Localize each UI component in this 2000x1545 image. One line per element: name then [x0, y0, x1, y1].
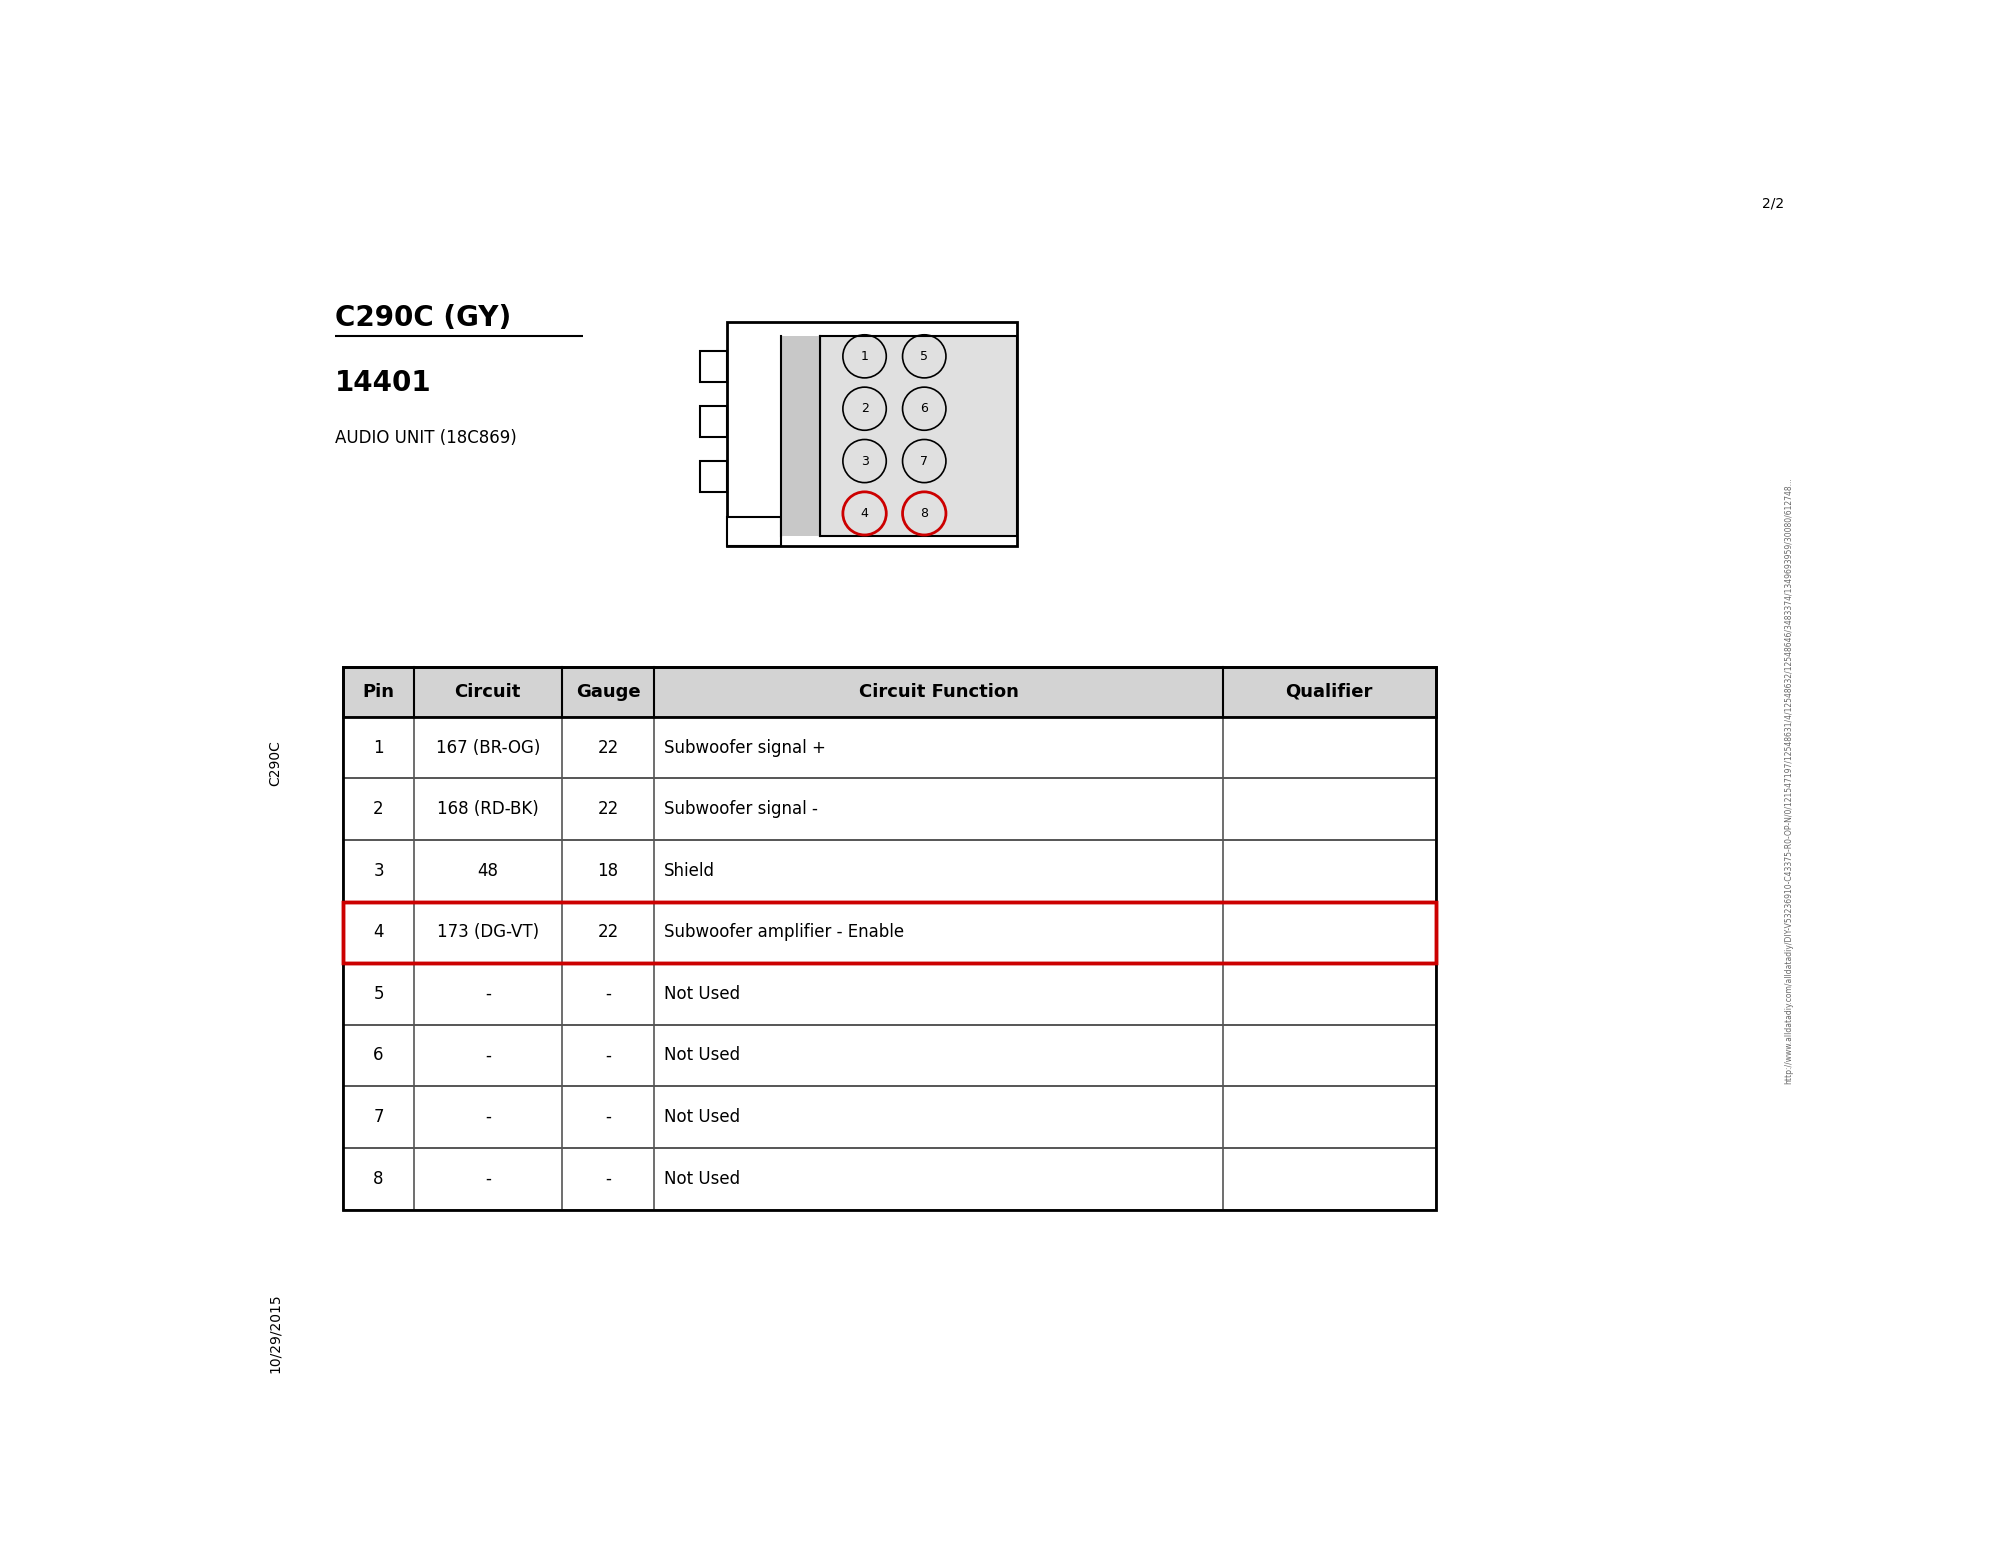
Text: 18: 18	[598, 862, 618, 879]
Text: -: -	[484, 1046, 490, 1065]
Text: 5: 5	[374, 984, 384, 1003]
Text: Circuit Function: Circuit Function	[858, 683, 1018, 701]
Text: AUDIO UNIT (18C869): AUDIO UNIT (18C869)	[336, 430, 516, 447]
Text: 8: 8	[920, 507, 928, 521]
Bar	[726, 516, 780, 545]
Text: Circuit: Circuit	[454, 683, 520, 701]
Bar	[820, 335, 1018, 536]
Text: -: -	[606, 1046, 610, 1065]
Bar	[344, 963, 1436, 1024]
Text: 14401: 14401	[336, 369, 432, 397]
Text: Not Used: Not Used	[664, 1108, 740, 1126]
Text: Qualifier: Qualifier	[1286, 683, 1372, 701]
Text: 5: 5	[920, 349, 928, 363]
Bar	[344, 666, 1436, 717]
Bar	[344, 901, 1436, 963]
Text: Pin: Pin	[362, 683, 394, 701]
Text: Subwoofer amplifier - Enable: Subwoofer amplifier - Enable	[664, 924, 904, 941]
Bar	[700, 460, 726, 491]
Text: 7: 7	[920, 454, 928, 468]
Text: 4: 4	[374, 924, 384, 941]
Text: C290C: C290C	[268, 740, 282, 786]
Text: 2: 2	[860, 402, 868, 416]
Bar	[700, 351, 726, 382]
Text: 2: 2	[374, 800, 384, 819]
Text: 22: 22	[598, 924, 618, 941]
Text: 1: 1	[860, 349, 868, 363]
Text: Not Used: Not Used	[664, 1170, 740, 1188]
Bar	[700, 406, 726, 437]
Text: 167 (BR-OG): 167 (BR-OG)	[436, 739, 540, 757]
Text: 3: 3	[374, 862, 384, 879]
Bar	[344, 840, 1436, 901]
Text: 8: 8	[374, 1170, 384, 1188]
Text: Not Used: Not Used	[664, 1046, 740, 1065]
Text: -: -	[484, 1170, 490, 1188]
Text: 1: 1	[374, 739, 384, 757]
Text: http://www.alldatadiy.com/alldatadiy/DIY-V53236910-C43375-R0-OP-N/0/121547197/12: http://www.alldatadiy.com/alldatadiy/DIY…	[1784, 477, 1792, 1083]
Text: 7: 7	[374, 1108, 384, 1126]
Bar	[344, 1086, 1436, 1148]
Bar	[344, 1024, 1436, 1086]
Bar	[344, 717, 1436, 779]
Text: -: -	[606, 1108, 610, 1126]
Text: 2/2: 2/2	[1762, 196, 1784, 212]
Text: 6: 6	[920, 402, 928, 416]
Bar	[726, 323, 1018, 545]
Text: 6: 6	[374, 1046, 384, 1065]
Text: 22: 22	[598, 739, 618, 757]
Bar	[344, 901, 1436, 963]
Text: Shield: Shield	[664, 862, 714, 879]
Text: 168 (RD-BK): 168 (RD-BK)	[436, 800, 538, 819]
Bar	[344, 666, 1436, 717]
Text: 10/29/2015: 10/29/2015	[268, 1293, 282, 1372]
Text: Gauge: Gauge	[576, 683, 640, 701]
Text: -: -	[484, 1108, 490, 1126]
Text: 3: 3	[860, 454, 868, 468]
Text: C290C (GY): C290C (GY)	[336, 304, 512, 332]
Text: Subwoofer signal -: Subwoofer signal -	[664, 800, 818, 819]
Bar	[344, 1148, 1436, 1210]
Text: 173 (DG-VT): 173 (DG-VT)	[436, 924, 538, 941]
Bar	[344, 666, 1436, 1210]
Bar	[344, 779, 1436, 840]
Text: -: -	[484, 984, 490, 1003]
Text: 48: 48	[478, 862, 498, 879]
Text: 22: 22	[598, 800, 618, 819]
Text: Not Used: Not Used	[664, 984, 740, 1003]
Bar	[780, 335, 820, 536]
Text: -: -	[606, 1170, 610, 1188]
Text: 4: 4	[860, 507, 868, 521]
Text: -: -	[606, 984, 610, 1003]
Text: Subwoofer signal +: Subwoofer signal +	[664, 739, 826, 757]
